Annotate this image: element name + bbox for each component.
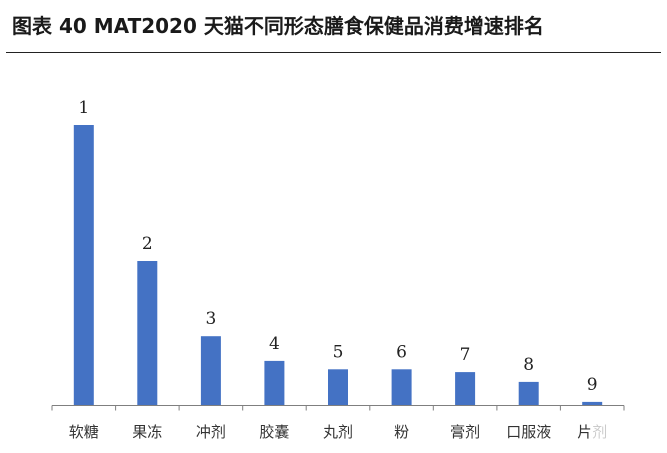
- bar-8: [518, 381, 539, 406]
- rank-label-4: 4: [269, 334, 280, 354]
- rank-label-8: 8: [523, 355, 534, 375]
- bar-1: [73, 125, 94, 406]
- category-labels-layer: 软糖果冻冲剂胶囊丸剂粉膏剂口服液片剂: [69, 423, 607, 441]
- bar-2: [137, 261, 158, 406]
- figure-title: 图表 40 MAT2020 天猫不同形态膳食保健品消费增速排名: [12, 14, 544, 38]
- category-label-1: 软糖: [69, 423, 99, 441]
- bar-3: [200, 336, 221, 406]
- category-label-7: 膏剂: [450, 423, 480, 441]
- bar-4: [264, 360, 285, 406]
- bar-7: [455, 372, 476, 406]
- bars-layer: [73, 125, 603, 406]
- category-label-6: 粉: [394, 423, 409, 441]
- rank-label-1: 1: [78, 98, 89, 118]
- bar-9: [582, 401, 603, 406]
- title-rule: [6, 52, 661, 53]
- rank-label-3: 3: [205, 309, 216, 329]
- category-label-2: 果冻: [132, 423, 162, 441]
- category-label-4: 胶囊: [259, 423, 289, 441]
- category-label-5: 丸剂: [323, 423, 353, 441]
- rank-label-9: 9: [587, 375, 598, 395]
- bar-5: [328, 369, 348, 406]
- watermark-blur: [590, 412, 667, 453]
- x-axis-layer: [51, 405, 625, 411]
- rank-label-6: 6: [396, 342, 407, 362]
- bar-6: [391, 369, 412, 406]
- rank-labels-layer: 1 2 3 4 5 6 7 8 9: [78, 98, 597, 395]
- rank-label-2: 2: [142, 234, 153, 254]
- category-label-8: 口服液: [506, 423, 551, 441]
- rank-label-7: 7: [460, 345, 471, 365]
- category-label-3: 冲剂: [196, 423, 226, 441]
- rank-label-5: 5: [333, 342, 344, 362]
